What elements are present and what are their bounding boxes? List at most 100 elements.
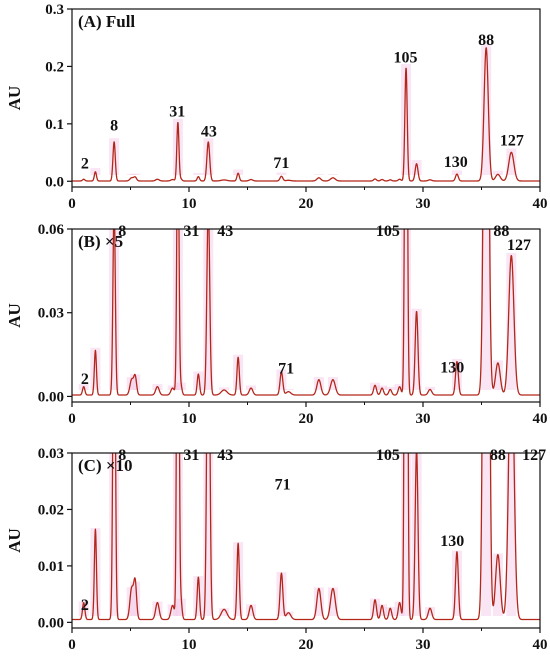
peak-label: 105 bbox=[376, 223, 400, 240]
peak-label: 43 bbox=[217, 447, 233, 464]
peak-label: 130 bbox=[440, 360, 464, 377]
peak-highlight bbox=[283, 611, 294, 616]
peak-label: 127 bbox=[507, 237, 531, 254]
peak-highlight bbox=[130, 581, 141, 616]
peak-label: 127 bbox=[500, 133, 524, 150]
x-tick-label: 40 bbox=[533, 411, 548, 427]
peak-highlight bbox=[109, 138, 120, 175]
peak-label: 71 bbox=[275, 477, 291, 494]
x-tick-label: 30 bbox=[416, 637, 431, 653]
peak-highlight bbox=[90, 347, 101, 390]
peak-label: 2 bbox=[81, 371, 89, 388]
peak-highlight bbox=[219, 387, 230, 390]
peak-highlight bbox=[193, 371, 204, 390]
peak-highlight bbox=[492, 553, 503, 616]
peak-label: 127 bbox=[522, 447, 546, 464]
panel-a: 0 10 20 30 40 0.0 0.1 0.2 0.3 AU (A) Full 2 8 31 43 71 1… bbox=[5, 2, 548, 212]
peak-highlight bbox=[246, 604, 257, 616]
peak-highlight bbox=[175, 598, 186, 616]
peak-highlight bbox=[233, 354, 244, 390]
peak-highlight-group bbox=[78, 452, 517, 616]
peak-label: 71 bbox=[273, 155, 289, 172]
peak-label: 43 bbox=[201, 123, 217, 140]
panel-title: (C) ×10 bbox=[78, 456, 133, 475]
peak-highlight bbox=[425, 386, 436, 390]
chromatogram-trace bbox=[72, 452, 540, 621]
chromatogram-trace bbox=[72, 228, 540, 396]
peak-highlight bbox=[130, 173, 141, 175]
peak-highlight-group bbox=[78, 228, 517, 390]
y-tick-label: 0.0 bbox=[45, 174, 64, 190]
x-tick-label: 0 bbox=[68, 637, 76, 653]
peak-label: 8 bbox=[110, 118, 118, 135]
peak-highlight bbox=[327, 377, 338, 390]
x-tick-label: 20 bbox=[299, 196, 314, 212]
x-tick-label: 20 bbox=[299, 411, 314, 427]
peak-highlight bbox=[327, 587, 338, 616]
y-axis-label: AU bbox=[5, 86, 24, 111]
x-tick-label: 40 bbox=[533, 637, 548, 653]
peak-highlight bbox=[401, 452, 412, 616]
peak-highlight bbox=[506, 148, 517, 175]
peak-label: 8 bbox=[118, 447, 126, 464]
peak-label: 71 bbox=[278, 360, 294, 377]
peak-label: 31 bbox=[183, 223, 199, 240]
chromatogram-trace bbox=[72, 47, 540, 182]
peak-highlight bbox=[506, 452, 517, 616]
peak-highlight bbox=[175, 382, 186, 390]
peak-label: 88 bbox=[490, 447, 506, 464]
panel-title: (B) ×5 bbox=[78, 232, 123, 251]
y-tick-label: 0.03 bbox=[38, 306, 64, 322]
peak-highlight bbox=[451, 358, 462, 390]
peak-highlight bbox=[411, 452, 422, 616]
peak-highlight bbox=[401, 64, 412, 175]
peak-highlight bbox=[193, 576, 204, 616]
y-tick-label: 0.1 bbox=[45, 117, 64, 133]
peak-highlight bbox=[411, 160, 422, 175]
peak-highlight bbox=[313, 377, 324, 390]
y-axis-label: AU bbox=[5, 528, 24, 553]
peak-highlight bbox=[481, 44, 492, 175]
x-tick-label: 0 bbox=[68, 411, 76, 427]
peak-highlight bbox=[411, 308, 422, 390]
peak-label: 31 bbox=[183, 447, 199, 464]
peak-highlight bbox=[126, 587, 137, 616]
peak-highlight bbox=[126, 174, 137, 175]
peak-label: 2 bbox=[81, 156, 89, 173]
peak-label: 105 bbox=[376, 447, 400, 464]
peak-highlight-group bbox=[90, 44, 517, 175]
peak-highlight bbox=[313, 174, 324, 175]
peak-highlight bbox=[451, 550, 462, 616]
peak-highlight bbox=[276, 572, 287, 616]
peak-highlight bbox=[313, 587, 324, 616]
peak-highlight bbox=[130, 374, 141, 390]
peak-highlight bbox=[327, 174, 338, 175]
peak-highlight bbox=[370, 598, 381, 616]
x-tick-label: 20 bbox=[299, 637, 314, 653]
peak-highlight bbox=[152, 601, 163, 616]
peak-highlight bbox=[172, 228, 183, 390]
x-tick-label: 10 bbox=[182, 637, 197, 653]
y-tick-label: 0.3 bbox=[45, 2, 64, 18]
peak-label: 2 bbox=[81, 597, 89, 614]
peak-highlight bbox=[425, 607, 436, 616]
y-tick-label: 0.01 bbox=[38, 559, 64, 575]
peak-label: 130 bbox=[440, 533, 464, 550]
peak-highlight bbox=[203, 138, 214, 175]
peak-highlight bbox=[109, 452, 120, 616]
peak-highlight bbox=[193, 172, 204, 175]
peak-highlight bbox=[167, 604, 178, 616]
peak-highlight bbox=[394, 601, 405, 616]
peak-highlight bbox=[78, 601, 89, 616]
y-tick-label: 0.02 bbox=[38, 502, 64, 518]
x-tick-label: 10 bbox=[182, 196, 197, 212]
peak-highlight bbox=[219, 608, 230, 616]
peak-highlight bbox=[492, 360, 503, 390]
y-axis-label: AU bbox=[5, 303, 24, 328]
peak-label: 88 bbox=[493, 223, 509, 240]
peak-highlight bbox=[377, 604, 388, 616]
plot-frame bbox=[71, 228, 541, 403]
peak-label: 8 bbox=[118, 223, 126, 240]
x-tick-label: 30 bbox=[416, 411, 431, 427]
peak-highlight bbox=[451, 170, 462, 175]
